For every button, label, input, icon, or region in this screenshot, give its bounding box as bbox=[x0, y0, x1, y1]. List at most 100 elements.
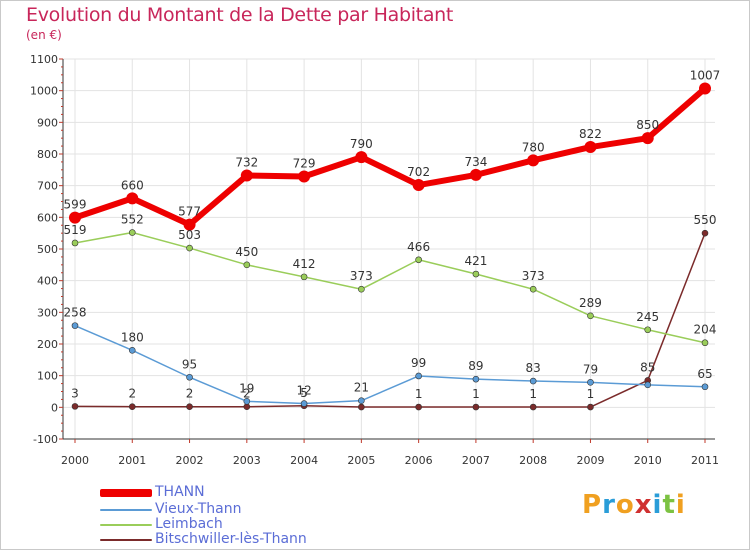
data-point-bitschwiller-l-s-thann bbox=[529, 403, 537, 411]
data-point-thann bbox=[412, 179, 425, 192]
data-label-thann: 850 bbox=[636, 118, 659, 132]
x-tick-label: 2007 bbox=[462, 454, 490, 467]
data-label-vieux-thann: 12 bbox=[296, 384, 311, 398]
data-label-thann: 822 bbox=[579, 127, 602, 141]
data-label-vieux-thann: 19 bbox=[239, 381, 254, 395]
data-point-thann bbox=[69, 211, 81, 224]
data-label-thann: 734 bbox=[464, 155, 487, 169]
logo-letter: r bbox=[602, 490, 616, 520]
line-chart: -100010020030040050060070080090010001100… bbox=[30, 53, 721, 467]
data-label-bitschwiller-l-s-thann: 550 bbox=[694, 213, 717, 227]
data-label-thann: 790 bbox=[350, 137, 373, 151]
legend-label: Bitschwiller-lès-Thann bbox=[155, 531, 307, 547]
data-label-vieux-thann: 258 bbox=[64, 306, 87, 320]
data-label-leimbach: 466 bbox=[407, 240, 430, 254]
logo-letter: i bbox=[675, 490, 686, 520]
legend-item-bitschwiller-l-s-thann: Bitschwiller-lès-Thann bbox=[100, 531, 307, 547]
legend-item-leimbach: Leimbach bbox=[100, 516, 223, 532]
data-point-thann bbox=[699, 82, 711, 95]
series-line-leimbach bbox=[74, 231, 706, 344]
data-label-leimbach: 373 bbox=[522, 269, 545, 283]
legend-item-vieux-thann: Vieux-Thann bbox=[100, 501, 241, 517]
legend-swatch bbox=[100, 509, 152, 511]
data-label-vieux-thann: 21 bbox=[354, 381, 369, 395]
data-point-leimbach bbox=[186, 244, 193, 252]
data-label-bitschwiller-l-s-thann: 85 bbox=[640, 360, 655, 374]
y-tick-label: 300 bbox=[37, 306, 58, 319]
data-point-leimbach bbox=[587, 312, 594, 320]
data-label-thann: 732 bbox=[235, 156, 258, 170]
y-tick-label: 1000 bbox=[30, 85, 58, 98]
data-point-thann bbox=[126, 192, 139, 205]
data-label-vieux-thann: 79 bbox=[583, 362, 598, 376]
data-point-vieux-thann bbox=[300, 400, 308, 407]
data-label-thann: 780 bbox=[522, 140, 545, 154]
y-tick-label: 200 bbox=[37, 338, 58, 351]
data-label-bitschwiller-l-s-thann: 1 bbox=[415, 387, 423, 401]
chart-title: Evolution du Montant de la Dette par Hab… bbox=[26, 4, 454, 26]
data-label-bitschwiller-l-s-thann: 3 bbox=[71, 386, 79, 400]
x-tick-label: 2002 bbox=[176, 454, 204, 467]
data-point-bitschwiller-l-s-thann bbox=[186, 403, 193, 411]
data-point-bitschwiller-l-s-thann bbox=[701, 229, 709, 237]
y-tick-label: 400 bbox=[37, 275, 58, 288]
x-tick-label: 2005 bbox=[347, 454, 375, 467]
data-point-vieux-thann bbox=[415, 372, 422, 380]
data-point-bitschwiller-l-s-thann bbox=[71, 403, 79, 410]
legend-label: Vieux-Thann bbox=[155, 501, 242, 517]
data-point-leimbach bbox=[701, 339, 709, 347]
data-label-bitschwiller-l-s-thann: 5 bbox=[300, 386, 308, 400]
data-label-bitschwiller-l-s-thann: 2 bbox=[186, 387, 194, 401]
x-tick-label: 2009 bbox=[576, 454, 604, 467]
data-point-leimbach bbox=[71, 239, 79, 247]
data-point-leimbach bbox=[472, 270, 480, 278]
y-tick-label: 700 bbox=[37, 180, 58, 193]
unit-label: (en €) bbox=[26, 28, 62, 42]
data-point-vieux-thann bbox=[128, 347, 136, 354]
data-point-bitschwiller-l-s-thann bbox=[472, 403, 480, 411]
data-point-vieux-thann bbox=[186, 373, 193, 381]
legend-label: THANN bbox=[155, 484, 205, 500]
data-label-vieux-thann: 95 bbox=[182, 357, 197, 371]
y-tick-label: 800 bbox=[37, 148, 58, 161]
y-tick-label: 600 bbox=[37, 211, 58, 224]
data-label-bitschwiller-l-s-thann: 1 bbox=[472, 387, 480, 401]
y-tick-label: 1100 bbox=[30, 53, 58, 66]
data-point-leimbach bbox=[415, 256, 422, 264]
y-tick-label: -100 bbox=[33, 433, 58, 446]
data-point-leimbach bbox=[128, 229, 136, 236]
logo-letter: x bbox=[634, 490, 653, 520]
data-point-bitschwiller-l-s-thann bbox=[128, 403, 136, 411]
data-point-thann bbox=[183, 218, 196, 231]
x-tick-label: 2004 bbox=[290, 454, 318, 467]
data-point-vieux-thann bbox=[243, 398, 251, 405]
logo-letter: P bbox=[582, 490, 603, 520]
data-point-vieux-thann bbox=[358, 397, 365, 404]
x-tick-label: 2008 bbox=[519, 454, 547, 467]
data-point-thann bbox=[527, 154, 540, 167]
data-point-vieux-thann bbox=[529, 377, 537, 385]
data-point-leimbach bbox=[300, 273, 308, 281]
data-label-thann: 660 bbox=[121, 178, 144, 192]
data-label-thann: 1007 bbox=[690, 68, 721, 82]
data-label-leimbach: 204 bbox=[694, 323, 717, 337]
data-point-thann bbox=[641, 132, 654, 145]
data-point-vieux-thann bbox=[472, 375, 480, 383]
logo-letter: i bbox=[652, 490, 663, 520]
series-line-thann bbox=[74, 86, 707, 228]
x-tick-label: 2000 bbox=[61, 454, 89, 467]
data-label-bitschwiller-l-s-thann: 1 bbox=[587, 387, 595, 401]
data-label-thann: 577 bbox=[178, 205, 201, 219]
x-tick-label: 2001 bbox=[118, 454, 146, 467]
data-point-vieux-thann bbox=[71, 322, 79, 329]
data-label-leimbach: 373 bbox=[350, 269, 373, 283]
data-point-leimbach bbox=[358, 285, 365, 293]
x-tick-label: 2006 bbox=[405, 454, 433, 467]
data-point-vieux-thann bbox=[701, 383, 709, 391]
data-point-leimbach bbox=[243, 261, 251, 269]
data-label-bitschwiller-l-s-thann: 2 bbox=[243, 387, 251, 401]
data-label-vieux-thann: 83 bbox=[526, 361, 541, 375]
legend-swatch bbox=[100, 524, 152, 526]
data-label-thann: 729 bbox=[293, 156, 316, 170]
data-point-thann bbox=[584, 141, 597, 154]
